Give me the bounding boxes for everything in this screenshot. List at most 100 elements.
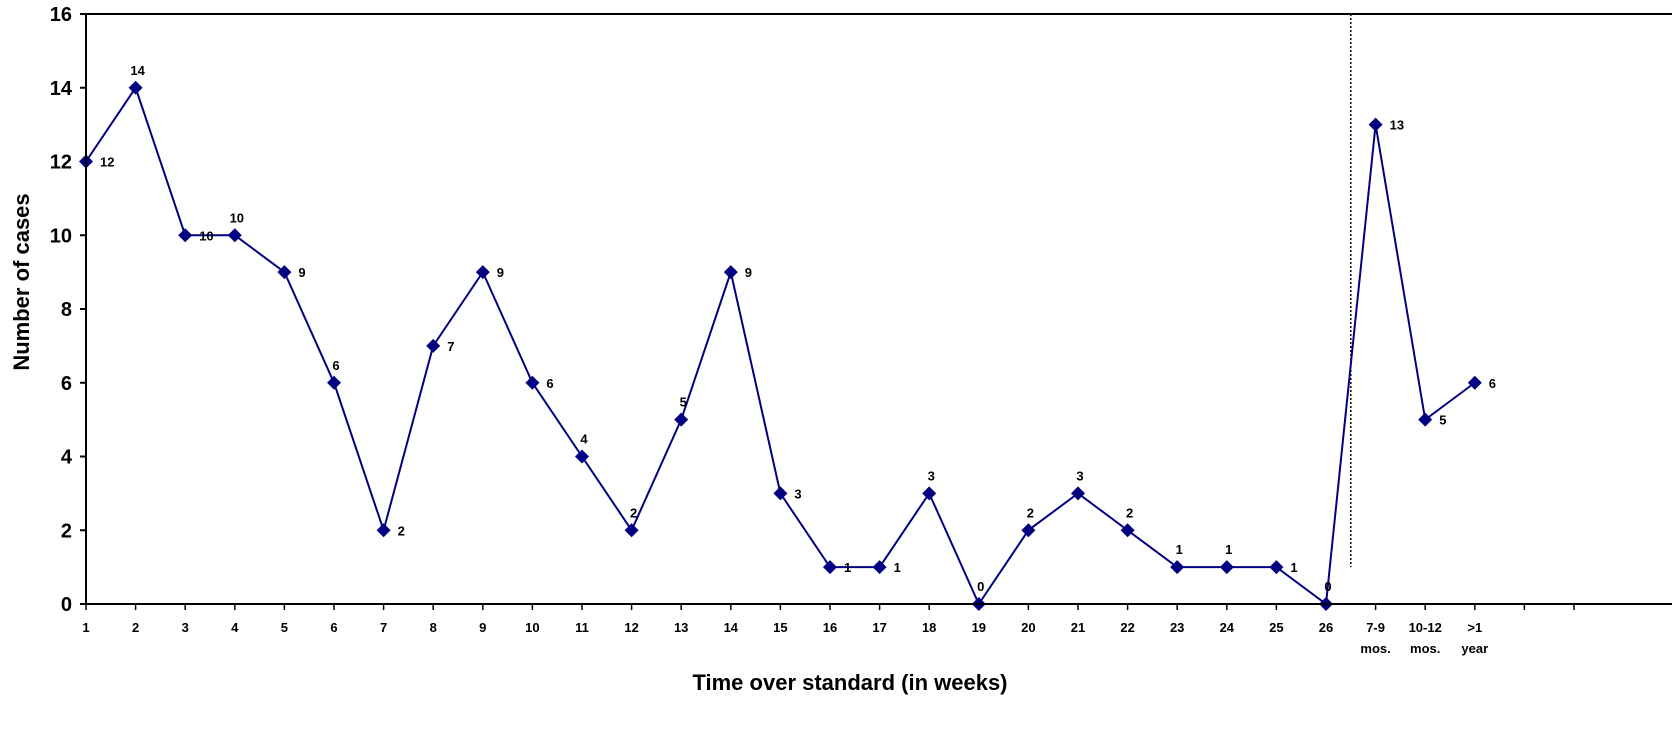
x-axis-ticks: 1 2 3 4 5 6 7 8 9 10 11 12 13 14 15 16 17 18 19 20 21 22 23 24 2… <box>82 604 1575 656</box>
data-point-marker <box>426 338 441 353</box>
data-point-marker <box>872 560 887 575</box>
x-tick-label: 7-9 mos. <box>1360 620 1390 656</box>
data-label: 1 <box>1225 542 1232 557</box>
data-point-marker <box>674 412 689 427</box>
x-axis-title: Time over standard (in weeks) <box>692 670 1007 695</box>
axes <box>85 13 1672 605</box>
data-label: 9 <box>298 265 305 280</box>
data-label: 12 <box>100 155 114 170</box>
data-point-marker <box>525 375 540 390</box>
data-point-marker <box>1269 560 1284 575</box>
data-point-marker <box>1021 523 1036 538</box>
x-tick-label: 11 <box>575 620 589 635</box>
data-label: 2 <box>1126 505 1133 520</box>
data-label: 5 <box>1439 413 1446 428</box>
data-point-marker <box>178 228 193 243</box>
data-label: 10 <box>230 210 244 225</box>
x-tick-label: 21 <box>1071 620 1085 635</box>
data-point-marker <box>475 265 490 280</box>
y-axis-ticks: 0 2 4 6 8 10 12 14 16 <box>50 4 86 616</box>
data-point-marker <box>575 449 589 464</box>
y-tick-label: 10 <box>50 225 72 247</box>
data-point-marker <box>1120 523 1135 538</box>
y-tick-label: 2 <box>61 520 72 542</box>
x-tick-label: 2 <box>132 620 139 635</box>
data-point-marker <box>227 228 242 243</box>
data-point-marker <box>1368 117 1383 132</box>
data-label: 3 <box>1076 468 1083 483</box>
data-point-marker <box>1418 412 1433 427</box>
x-tick-label: 25 <box>1269 620 1283 635</box>
x-tick-label: 23 <box>1170 620 1184 635</box>
data-label: 9 <box>497 265 504 280</box>
data-point-marker <box>922 486 937 501</box>
y-tick-label: 16 <box>50 4 72 26</box>
x-tick-label: 12 <box>624 620 638 635</box>
x-tick-label: 13 <box>674 620 688 635</box>
y-tick-label: 6 <box>61 373 72 395</box>
data-label: 1 <box>1290 560 1297 575</box>
series-markers <box>79 80 1482 611</box>
data-label: 0 <box>977 579 984 594</box>
x-tick-label: 3 <box>182 620 189 635</box>
data-label: 9 <box>745 265 752 280</box>
data-label: 4 <box>580 432 588 447</box>
x-tick-label: 16 <box>823 620 837 635</box>
data-point-marker <box>327 375 341 390</box>
x-tick-label: 15 <box>773 620 787 635</box>
y-tick-label: 12 <box>50 152 72 174</box>
y-tick-label: 4 <box>61 447 73 469</box>
y-tick-label: 0 <box>61 594 72 616</box>
data-point-marker <box>723 265 738 280</box>
data-point-marker <box>823 560 837 575</box>
y-tick-label: 8 <box>61 299 72 321</box>
data-point-marker <box>1467 375 1482 390</box>
x-tick-label: 5 <box>281 620 288 635</box>
x-tick-label: 10-12 mos. <box>1409 620 1442 656</box>
x-tick-label: 20 <box>1021 620 1035 635</box>
x-tick-label: 26 <box>1319 620 1333 635</box>
x-tick-label: 17 <box>872 620 886 635</box>
x-tick-label: 19 <box>972 620 986 635</box>
data-label: 2 <box>398 523 405 538</box>
data-label: 1 <box>844 560 851 575</box>
data-label: 3 <box>794 486 801 501</box>
x-tick-label: 18 <box>922 620 936 635</box>
data-point-marker <box>128 80 143 95</box>
data-point-marker <box>277 265 292 280</box>
data-label: 6 <box>332 358 339 373</box>
data-point-marker <box>624 523 639 538</box>
data-label: 10 <box>199 228 213 243</box>
data-point-marker <box>1071 486 1085 501</box>
series-line <box>85 85 1476 607</box>
x-tick-label: 1 <box>82 620 89 635</box>
data-label: 3 <box>928 468 935 483</box>
data-label: 7 <box>447 339 454 354</box>
data-point-marker <box>376 523 391 538</box>
data-label: 2 <box>1027 505 1034 520</box>
data-label: 1 <box>1176 542 1183 557</box>
x-tick-label: 9 <box>479 620 486 635</box>
y-axis-title: Number of cases <box>9 193 34 370</box>
x-tick-label: 24 <box>1220 620 1235 635</box>
data-label: 6 <box>1489 376 1496 391</box>
x-tick-label: 6 <box>330 620 337 635</box>
x-tick-label: 10 <box>525 620 539 635</box>
x-tick-label: 7 <box>380 620 387 635</box>
data-label: 1 <box>894 560 901 575</box>
data-label: 14 <box>130 63 145 78</box>
x-tick-label: 4 <box>231 620 239 635</box>
data-point-marker <box>1219 560 1234 575</box>
data-point-marker <box>773 486 788 501</box>
data-label: 2 <box>630 505 637 520</box>
x-tick-label: >1 year <box>1461 620 1488 656</box>
data-point-marker <box>1170 560 1185 575</box>
data-label: 6 <box>546 376 553 391</box>
x-tick-label: 22 <box>1120 620 1134 635</box>
data-label: 5 <box>680 395 687 410</box>
data-label: 0 <box>1324 579 1331 594</box>
y-tick-label: 14 <box>50 78 73 100</box>
data-label: 13 <box>1390 118 1404 133</box>
